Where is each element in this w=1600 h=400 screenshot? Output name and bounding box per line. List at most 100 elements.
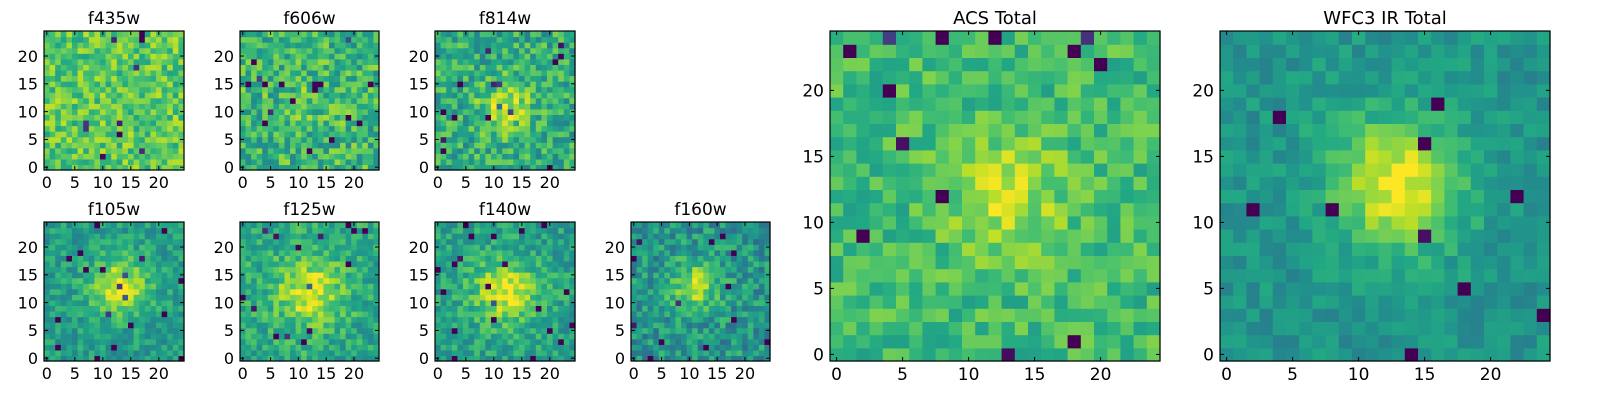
heatmap-cell xyxy=(83,294,90,301)
heatmap-cell xyxy=(72,305,79,312)
heatmap-cell xyxy=(351,277,358,284)
heatmap-cell xyxy=(94,255,101,262)
heatmap-cell xyxy=(530,47,537,54)
heatmap-cell xyxy=(856,295,871,309)
heatmap-cell xyxy=(245,222,252,229)
heatmap-cell xyxy=(167,86,174,93)
heatmap-cell xyxy=(334,53,341,60)
heatmap-cell xyxy=(100,108,107,115)
heatmap-cell xyxy=(60,327,67,334)
heatmap-cell xyxy=(317,47,324,54)
heatmap-cell xyxy=(479,322,486,329)
heatmap-cell xyxy=(72,58,79,65)
heatmap-cell xyxy=(161,344,168,351)
heatmap-cell xyxy=(116,283,123,290)
heatmap-cell xyxy=(547,260,554,268)
heatmap-cell xyxy=(323,81,330,88)
heatmap-cell xyxy=(507,147,514,154)
heatmap-cell xyxy=(290,158,297,166)
heatmap-cell xyxy=(290,344,297,351)
heatmap-cell xyxy=(245,272,252,279)
heatmap-cell xyxy=(49,327,56,334)
heatmap-cell xyxy=(139,136,146,143)
heatmap-cell xyxy=(367,249,375,256)
heatmap-cell xyxy=(468,244,475,251)
heatmap-cell xyxy=(496,222,503,229)
heatmap-cell xyxy=(77,131,84,138)
heatmap-cell xyxy=(541,277,548,284)
heatmap-cell xyxy=(563,75,570,82)
heatmap-cell xyxy=(468,81,475,88)
heatmap-cell xyxy=(150,299,157,306)
heatmap-cell xyxy=(150,355,157,362)
heatmap-cell xyxy=(150,277,157,284)
heatmap-cell xyxy=(664,227,671,234)
heatmap-cell xyxy=(479,142,486,149)
heatmap-cell xyxy=(278,36,286,43)
heatmap-cell xyxy=(479,238,486,245)
heatmap-cell xyxy=(496,249,503,256)
heatmap-cell xyxy=(251,58,258,65)
heatmap-cell xyxy=(653,244,660,251)
heatmap-cell xyxy=(60,349,67,357)
heatmap-cell xyxy=(451,64,458,71)
heatmap-cell xyxy=(496,153,503,160)
heatmap-cell xyxy=(742,255,749,262)
heatmap-cell xyxy=(742,288,749,295)
heatmap-cell xyxy=(306,344,313,351)
heatmap-cell xyxy=(178,97,185,104)
heatmap-cell xyxy=(367,125,375,132)
heatmap-cell xyxy=(345,260,352,268)
heatmap-cell xyxy=(457,260,464,268)
heatmap-cell xyxy=(105,69,112,77)
heatmap-cell xyxy=(524,75,531,82)
heatmap-cell xyxy=(468,69,475,77)
heatmap-cell xyxy=(256,316,263,323)
heatmap-cell xyxy=(334,36,341,43)
heatmap-cell xyxy=(1133,334,1148,349)
heatmap-cell xyxy=(105,294,112,301)
heatmap-cell xyxy=(764,222,771,229)
heatmap-cell xyxy=(290,227,297,234)
heatmap-cell xyxy=(334,153,341,160)
heatmap-cell xyxy=(664,238,671,245)
heatmap-cell xyxy=(636,249,643,256)
heatmap-cell xyxy=(524,227,531,234)
axes-frame xyxy=(43,30,185,171)
heatmap-cell xyxy=(139,64,146,71)
heatmap-cell xyxy=(457,294,464,301)
heatmap-cell xyxy=(55,97,62,104)
heatmap-cell xyxy=(451,249,458,256)
heatmap-cell xyxy=(262,64,269,71)
heatmap-cell xyxy=(345,344,352,351)
heatmap-cell xyxy=(133,97,140,104)
heatmap-cell xyxy=(284,355,291,362)
heatmap-cell xyxy=(133,233,140,240)
heatmap-cell xyxy=(356,338,363,345)
heatmap-cell xyxy=(1041,176,1055,190)
heatmap-cell xyxy=(479,114,486,121)
heatmap-cell xyxy=(362,238,369,245)
heatmap-cell xyxy=(896,149,910,164)
heatmap-cell xyxy=(647,238,654,245)
heatmap-cell xyxy=(569,260,576,268)
heatmap-cell xyxy=(111,97,118,104)
heatmap-cell xyxy=(530,288,537,295)
x-tick-label: 10 xyxy=(288,173,308,192)
heatmap-cell xyxy=(496,344,503,351)
heatmap-cell xyxy=(44,103,51,110)
heatmap-cell xyxy=(647,227,654,234)
heatmap-cell xyxy=(278,227,286,234)
heatmap-cell xyxy=(692,249,699,256)
heatmap-cell xyxy=(541,136,548,143)
heatmap-cell xyxy=(535,255,542,262)
heatmap-cell xyxy=(479,86,486,93)
heatmap-cell xyxy=(496,260,503,268)
heatmap-cell xyxy=(49,344,56,351)
heatmap-cell xyxy=(552,288,559,295)
heatmap-cell xyxy=(49,355,56,362)
heatmap-cell xyxy=(245,238,252,245)
heatmap-cell xyxy=(502,142,509,149)
heatmap-cell xyxy=(519,266,526,273)
heatmap-cell xyxy=(161,233,168,240)
